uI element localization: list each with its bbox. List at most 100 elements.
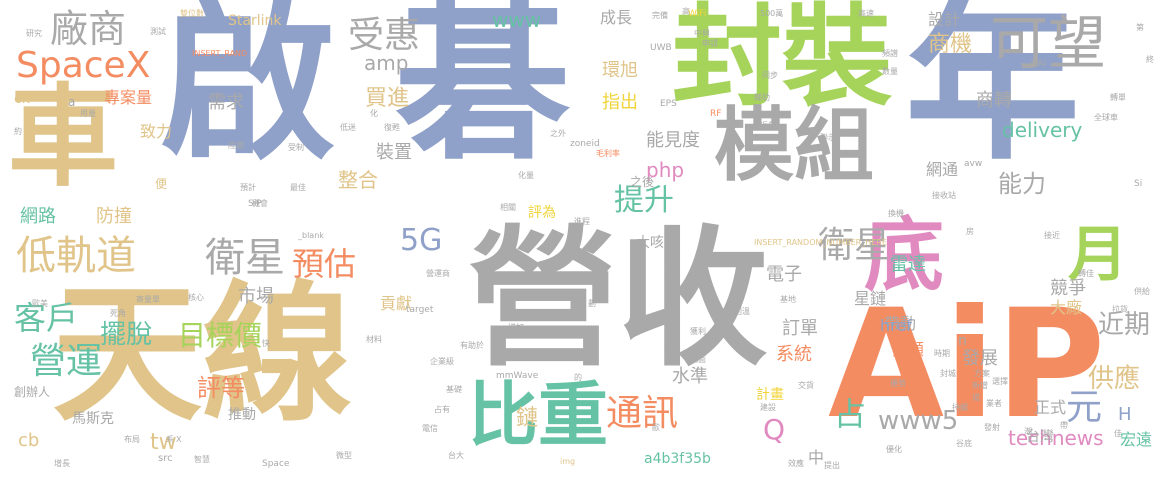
- cloud-word: 大咳: [636, 235, 664, 251]
- cloud-word: 歐: [652, 423, 660, 432]
- cloud-word: 啟: [160, 0, 335, 184]
- cloud-word: 企業級: [430, 357, 454, 366]
- cloud-word: 方案: [974, 369, 990, 378]
- cloud-word: 占有: [434, 405, 450, 414]
- cloud-word: 毛利率: [596, 149, 620, 158]
- cloud-word: 月: [1068, 220, 1128, 290]
- cloud-word: 頻譜: [882, 49, 898, 58]
- cloud-word: 之後: [630, 175, 655, 189]
- cloud-word: 電子: [766, 264, 802, 285]
- cloud-word: 便: [155, 177, 168, 191]
- cloud-word: 提升: [614, 183, 674, 218]
- cloud-word: 評為: [528, 205, 556, 221]
- cloud-word: 推動: [228, 407, 256, 423]
- cloud-word: a4b3f35b: [644, 451, 711, 467]
- cloud-word: 星鏈: [854, 289, 887, 308]
- cloud-word: 營收: [468, 213, 769, 387]
- cloud-word: 台大: [448, 451, 464, 460]
- cloud-word: 受惠: [348, 15, 421, 56]
- cloud-word: avw: [964, 159, 983, 169]
- cloud-word: href: [880, 316, 912, 335]
- cloud-word: www5: [878, 406, 959, 436]
- cloud-word: INSERT_RAND: [192, 49, 248, 58]
- cloud-word: 中: [808, 448, 825, 467]
- cloud-word: 潮: [1024, 427, 1032, 436]
- cloud-word: ck: [14, 91, 30, 107]
- cloud-word: 化: [370, 109, 378, 118]
- cloud-word: AiP: [828, 278, 1106, 452]
- cloud-word: 地面: [690, 355, 706, 364]
- cloud-word: 系: [166, 435, 174, 444]
- cloud-word: 時期: [934, 349, 950, 358]
- cloud-word: 創辦人: [14, 385, 51, 399]
- cloud-word: Si: [1134, 179, 1143, 189]
- cloud-word: 目標價: [178, 319, 263, 352]
- cloud-word: 佳: [1114, 429, 1122, 438]
- cloud-word: 台灣: [1026, 429, 1054, 445]
- cloud-word: 拉貨: [1112, 305, 1128, 314]
- cloud-word: 進程: [574, 217, 590, 226]
- cloud-word: 增加: [508, 323, 524, 332]
- cloud-word: 智慧: [194, 455, 210, 464]
- cloud-word: 申請: [702, 39, 718, 48]
- cloud-word: 之外: [550, 129, 566, 138]
- cloud-word: _blank: [298, 231, 324, 240]
- cloud-word: Starlink: [228, 13, 282, 29]
- cloud-word: 貢獻: [380, 294, 413, 313]
- cloud-word: 比重: [468, 374, 608, 456]
- cloud-word: 封城: [940, 369, 956, 378]
- cloud-word: a: [68, 95, 76, 109]
- cloud-word: 業者: [986, 399, 1002, 408]
- cloud-word: 供給: [1134, 287, 1150, 296]
- cloud-word: 供應: [1088, 364, 1141, 394]
- cloud-word: SpaceX: [16, 45, 151, 86]
- cloud-word: 車: [8, 73, 118, 201]
- cloud-word: 換機: [888, 209, 904, 218]
- cloud-word: 營運: [30, 341, 103, 382]
- cloud-word: RF: [710, 109, 722, 119]
- cloud-word: 衛星: [818, 225, 891, 266]
- cloud-word: 建設: [760, 403, 776, 412]
- cloud-word: 用量: [80, 109, 96, 118]
- cloud-word: mmWave: [496, 371, 539, 381]
- cloud-word: 死角: [110, 309, 126, 318]
- cloud-word: 效應: [788, 459, 804, 468]
- cloud-word: 計畫: [756, 387, 784, 403]
- cloud-word: 接近: [1044, 231, 1060, 240]
- cloud-word: 完備: [652, 11, 668, 20]
- cloud-word: 發射: [984, 423, 1000, 432]
- cloud-word: zoneid: [570, 139, 600, 149]
- cloud-word: 帶: [1060, 421, 1068, 430]
- cloud-word: 全球車: [1094, 113, 1118, 122]
- cloud-word: 占: [834, 395, 867, 433]
- cloud-word: 電信: [422, 424, 438, 433]
- cloud-word: 訂單: [782, 318, 818, 339]
- cloud-word: 機會: [252, 199, 268, 208]
- cloud-word: 留意: [714, 253, 730, 262]
- cloud-word: 競爭: [1050, 278, 1086, 299]
- cloud-word: delivery: [1002, 118, 1083, 142]
- cloud-word: 整合: [338, 168, 378, 192]
- cloud-word: 基地: [780, 295, 796, 304]
- cloud-word: 環旭: [602, 60, 638, 81]
- cloud-word: 基礎: [446, 385, 462, 394]
- cloud-word: 買進: [365, 86, 410, 111]
- cloud-word: 同步: [762, 71, 778, 80]
- cloud-word: 持續: [952, 403, 968, 412]
- cloud-word: 雙位數: [180, 9, 204, 18]
- cloud-word: 指出: [602, 92, 638, 113]
- cloud-word: UWB: [650, 43, 672, 53]
- cloud-word: 水準: [672, 366, 708, 387]
- cloud-word: 帶動: [884, 314, 917, 333]
- cloud-word: 近年: [760, 121, 776, 130]
- cloud-word: 接收站: [932, 191, 956, 200]
- cloud-word: img: [560, 457, 576, 466]
- cloud-word: 致力: [140, 122, 173, 141]
- cloud-word: 資料: [1030, 59, 1046, 68]
- cloud-word: 高: [682, 7, 690, 16]
- cloud-word: 營運商: [426, 269, 450, 278]
- cloud-word: 測試: [150, 27, 166, 36]
- cloud-word: 約: [14, 127, 22, 136]
- cloud-word: 數量: [882, 67, 898, 76]
